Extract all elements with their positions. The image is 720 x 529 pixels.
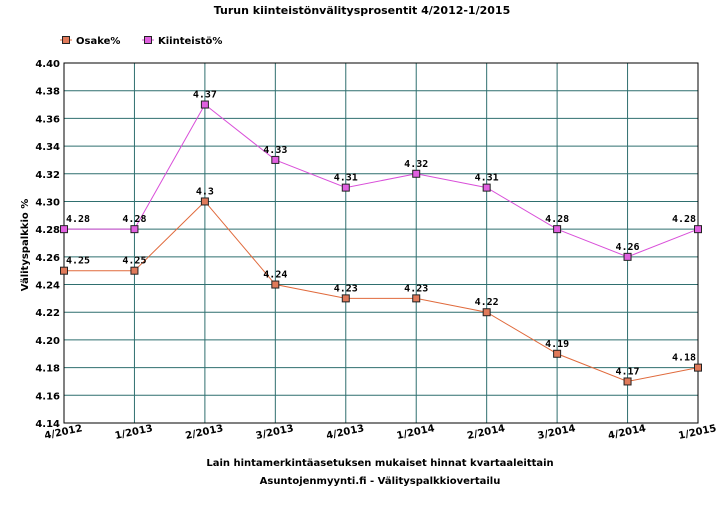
x-tick-label: 1/2013 xyxy=(114,423,154,442)
legend-label-1: Osake% xyxy=(76,36,120,47)
data-label-series-2: 4.31 xyxy=(334,173,358,184)
x-tick-label: 3/2013 xyxy=(255,423,295,442)
y-tick-label: 4.14 xyxy=(35,419,60,430)
x-tick-label: 1/2014 xyxy=(396,423,436,442)
y-tick-label: 4.28 xyxy=(35,225,60,236)
y-tick-label: 4.16 xyxy=(35,391,60,402)
y-tick-label: 4.40 xyxy=(35,59,60,70)
data-point-series-1 xyxy=(271,280,280,289)
data-point-series-2 xyxy=(553,225,562,234)
data-point-series-1 xyxy=(412,294,421,303)
data-label-series-2: 4.28 xyxy=(122,214,146,225)
data-point-series-2 xyxy=(60,225,68,234)
plot-frame xyxy=(63,62,699,424)
data-label-series-1: 4.23 xyxy=(334,283,358,294)
data-point-series-1 xyxy=(553,349,562,358)
legend-marker-2 xyxy=(144,36,152,44)
legend-marker-1 xyxy=(62,36,70,44)
data-label-series-2: 4.28 xyxy=(545,214,569,225)
x-tick-label: 3/2014 xyxy=(537,423,577,442)
data-point-series-2 xyxy=(200,100,209,109)
y-tick-label: 4.18 xyxy=(35,364,60,375)
data-label-series-1: 4.25 xyxy=(122,256,146,267)
data-point-series-1 xyxy=(200,197,209,206)
data-label-series-2: 4.32 xyxy=(404,159,428,170)
data-label-series-1: 4.24 xyxy=(263,270,287,281)
x-tick-label: 4/2013 xyxy=(325,423,365,442)
data-label-series-1: 4.23 xyxy=(404,283,428,294)
y-tick-label: 4.24 xyxy=(35,281,60,292)
data-label-series-1: 4.3 xyxy=(196,186,214,197)
y-tick-label: 4.36 xyxy=(35,114,60,125)
data-point-series-2 xyxy=(271,155,280,164)
y-axis-label: Välityspalkkio % xyxy=(20,199,31,291)
y-tick-label: 4.38 xyxy=(35,87,60,98)
data-point-series-2 xyxy=(482,183,491,192)
x-tick-label: 2/2013 xyxy=(184,423,224,442)
data-label-series-1: 4.25 xyxy=(66,256,90,267)
x-tick-label: 2/2014 xyxy=(466,423,506,442)
data-point-series-2 xyxy=(130,225,139,234)
data-point-series-2 xyxy=(341,183,350,192)
x-tick-label: 4/2014 xyxy=(607,423,647,442)
chart-title: Turun kiinteistönvälitysprosentit 4/2012… xyxy=(214,4,510,17)
legend-label-2: Kiinteistö% xyxy=(158,36,222,47)
legend: Osake% Kiinteistö% xyxy=(60,36,222,47)
y-tick-label: 4.22 xyxy=(35,308,60,319)
series-line-1 xyxy=(64,200,699,382)
data-label-series-2: 4.28 xyxy=(672,214,696,225)
y-tick-label: 4.26 xyxy=(35,253,60,264)
data-point-series-1 xyxy=(482,308,491,317)
plot-background xyxy=(64,63,698,423)
x-axis-label: Lain hintamerkintäasetuksen mukaiset hin… xyxy=(206,458,553,469)
data-label-series-1: 4.22 xyxy=(475,297,499,308)
plot-area: 4.144.164.184.204.224.244.264.284.304.32… xyxy=(35,59,717,442)
data-point-series-2 xyxy=(412,169,421,178)
data-label-series-1: 4.19 xyxy=(545,339,569,350)
data-point-series-2 xyxy=(694,225,702,234)
data-label-series-2: 4.37 xyxy=(193,90,217,101)
data-label-series-2: 4.31 xyxy=(475,173,499,184)
x-tick-label: 1/2015 xyxy=(678,423,718,442)
data-label-series-1: 4.17 xyxy=(616,366,640,377)
data-point-series-1 xyxy=(60,266,68,275)
series-line-2 xyxy=(64,103,699,258)
data-point-series-1 xyxy=(130,266,139,275)
y-tick-label: 4.32 xyxy=(35,170,60,181)
y-tick-label: 4.30 xyxy=(35,197,60,208)
data-label-series-2: 4.26 xyxy=(616,242,640,253)
data-label-series-2: 4.28 xyxy=(66,214,90,225)
y-tick-label: 4.20 xyxy=(35,336,60,347)
data-point-series-1 xyxy=(694,363,702,372)
data-label-series-2: 4.33 xyxy=(263,145,287,156)
y-tick-label: 4.34 xyxy=(35,142,60,153)
data-point-series-1 xyxy=(623,377,632,386)
x-axis-sublabel: Asuntojenmyynti.fi - Välityspalkkioverta… xyxy=(260,476,501,487)
data-label-series-1: 4.18 xyxy=(672,353,696,364)
data-point-series-1 xyxy=(341,294,350,303)
data-point-series-2 xyxy=(623,252,632,261)
